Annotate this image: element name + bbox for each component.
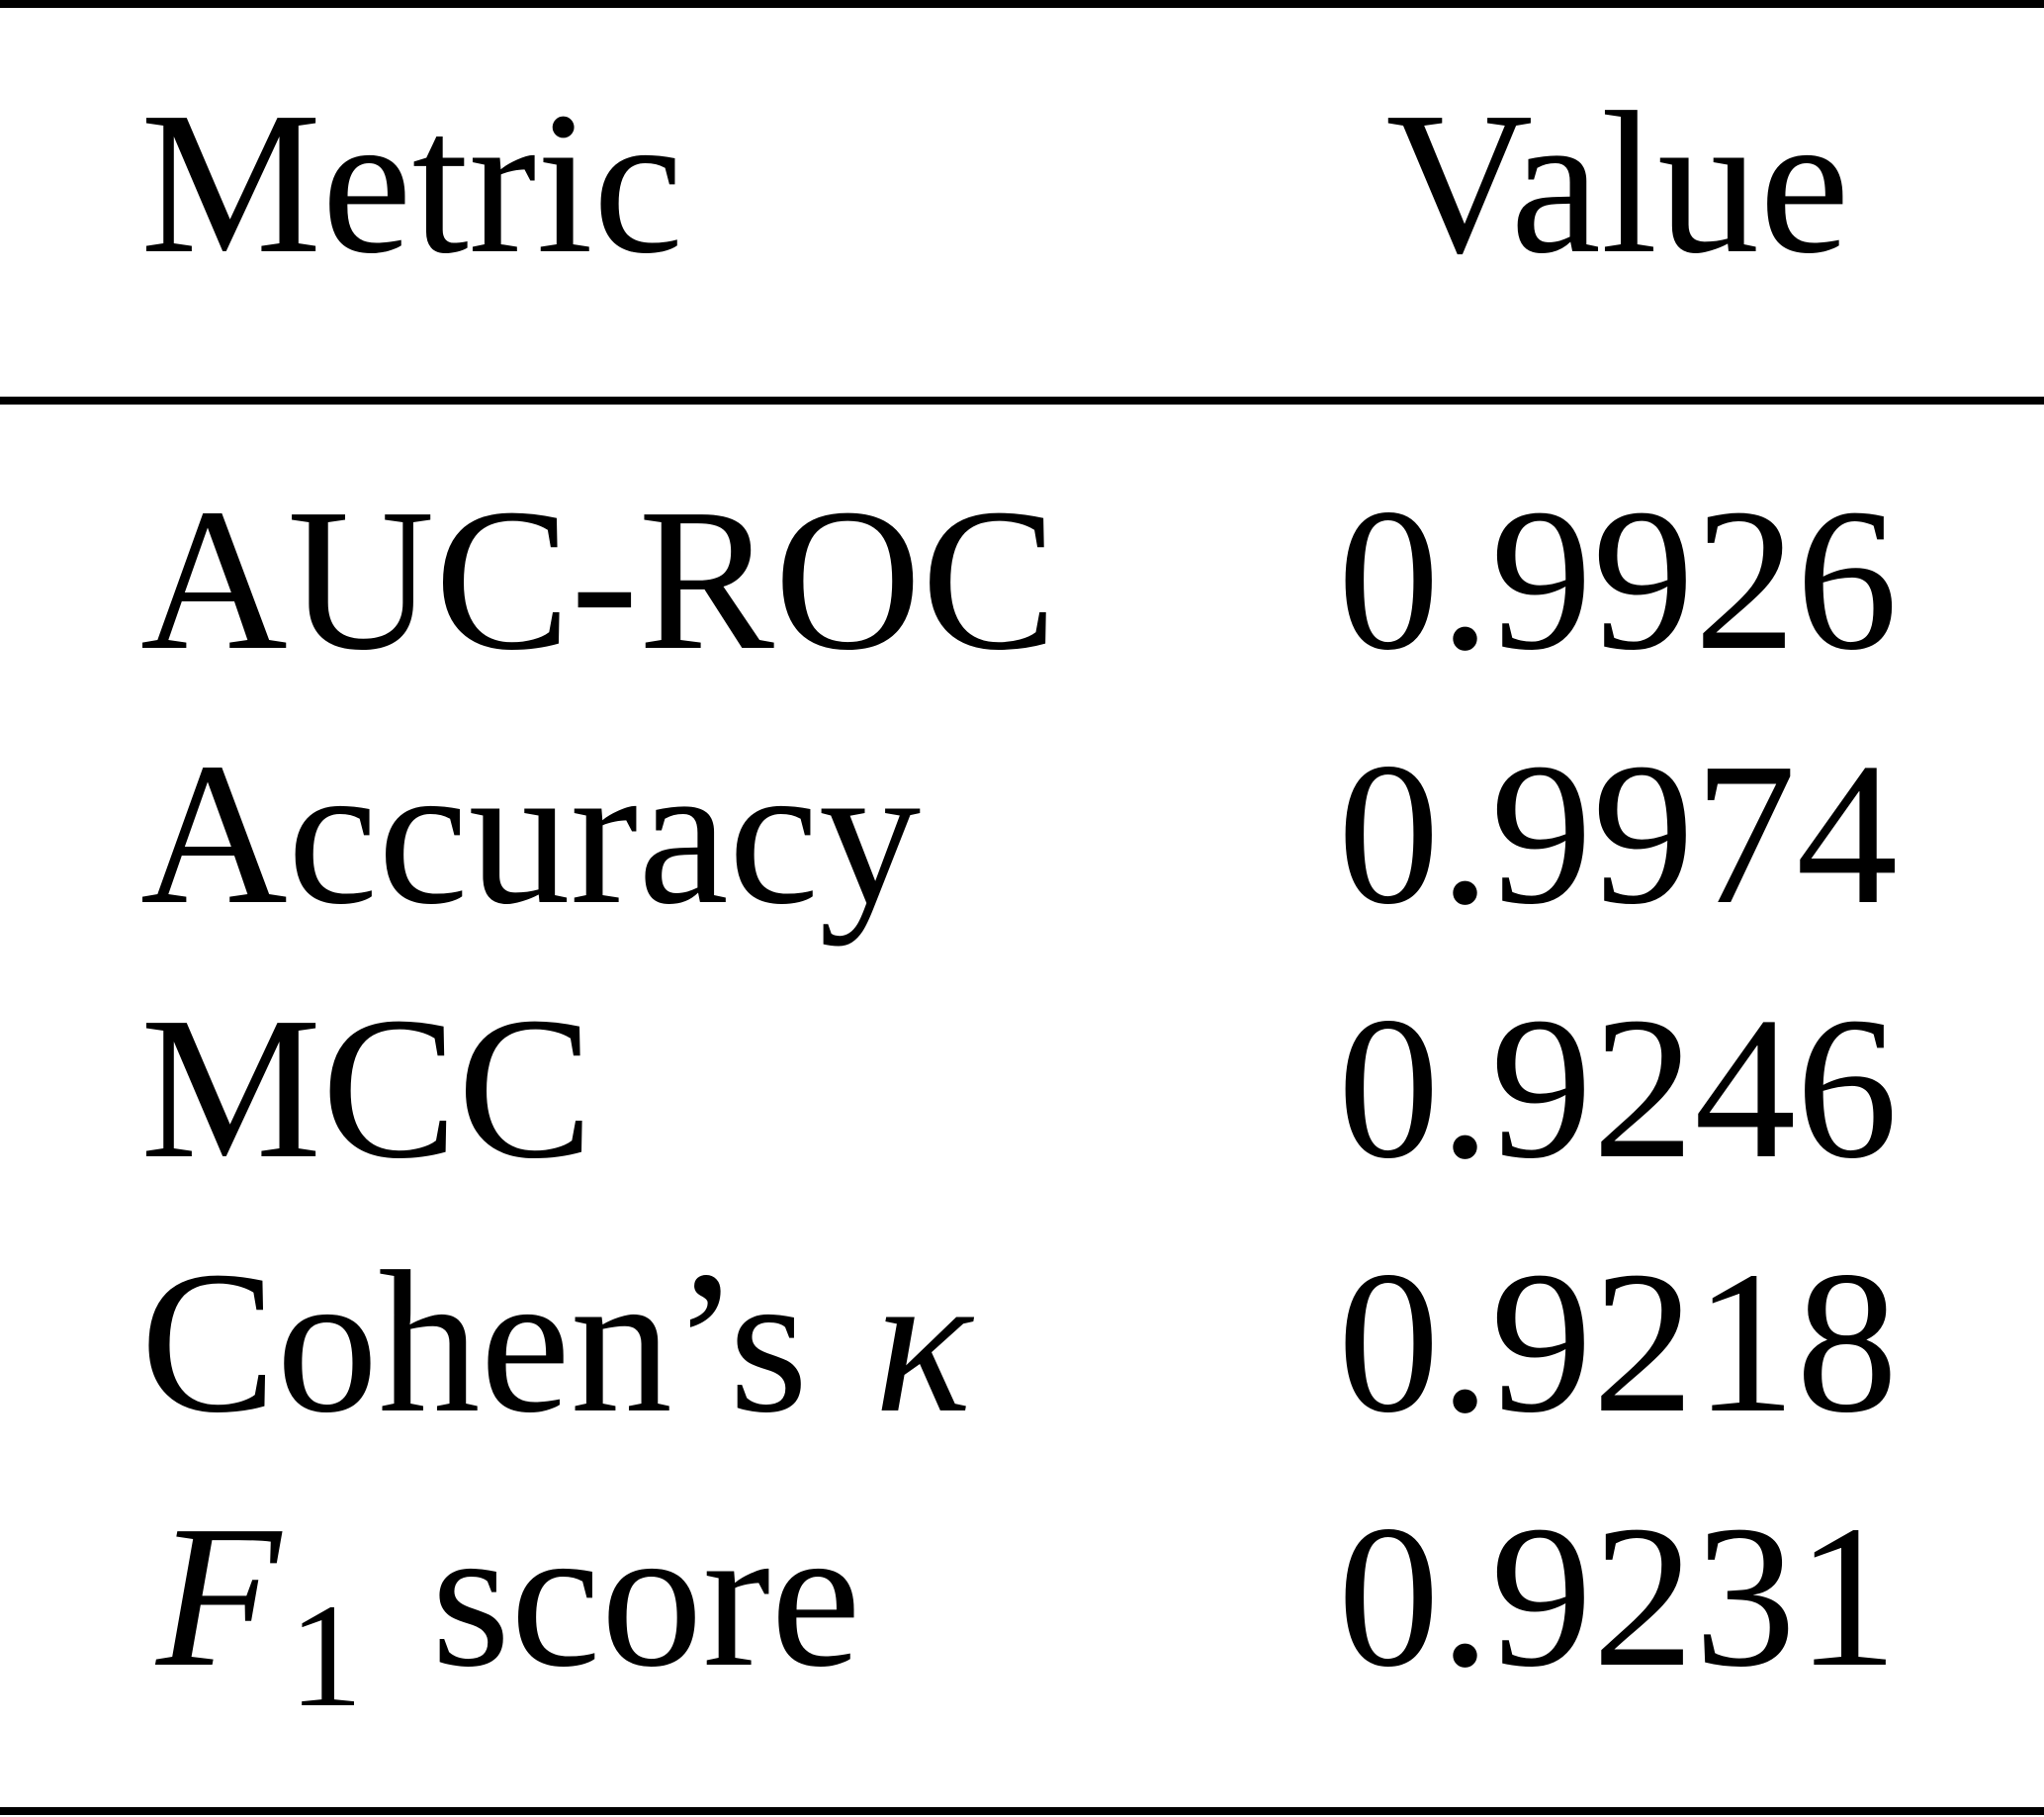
mid-rule: [0, 397, 2044, 405]
metric-name: AUC-ROC: [140, 466, 1057, 692]
metric-value: 0.9218: [1338, 1228, 1899, 1455]
bottom-rule: [0, 1807, 2044, 1815]
metric-value: 0.9246: [1338, 974, 1899, 1201]
metric-name: MCC: [140, 974, 593, 1201]
metric-value: 0.9231: [1338, 1483, 1899, 1709]
metric-value: 0.9926: [1338, 466, 1899, 692]
metric-name: score: [431, 1483, 861, 1709]
metric-value: 0.9974: [1338, 720, 1899, 947]
metric-subscript: 1: [289, 1574, 363, 1738]
metric-symbol: F: [154, 1483, 283, 1709]
header-cell: Value: [1385, 69, 1849, 296]
metric-symbol: κ: [874, 1228, 975, 1455]
metric-name: Cohen’s: [140, 1228, 808, 1455]
header-cell: Metric: [140, 69, 683, 296]
top-rule: [0, 0, 2044, 8]
metric-name: Accuracy: [140, 720, 921, 947]
